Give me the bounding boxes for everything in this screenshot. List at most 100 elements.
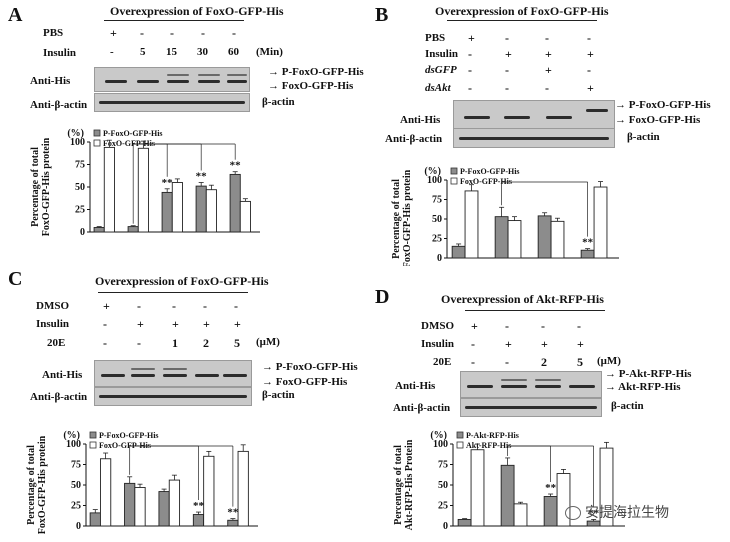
label-actin: β-actin <box>611 400 644 412</box>
bar <box>239 200 251 233</box>
significance-mark: ** <box>196 171 208 183</box>
panel-title: Overexpression of FoxO-GFP-His <box>95 274 269 288</box>
western-blot-his <box>94 67 250 92</box>
label-p-foxo: → P-FoxO-GFP-His <box>615 99 711 111</box>
row-label: PBS <box>425 32 446 44</box>
unit-label: (μM) <box>597 355 621 367</box>
wechat-icon <box>565 506 581 520</box>
bar <box>99 458 112 527</box>
y-axis-label: Percentage of total <box>30 147 41 227</box>
cond: - <box>541 319 545 333</box>
y-tick-label: 25 <box>432 234 442 245</box>
cond: - <box>471 337 475 351</box>
y-tick-label: 100 <box>427 175 442 186</box>
y-tick-label: 0 <box>80 227 85 238</box>
y-tick-label: 100 <box>70 137 85 148</box>
cond: 30 <box>197 46 208 58</box>
cond: + <box>545 47 552 61</box>
row-label: DMSO <box>421 320 454 332</box>
panel-b: B Overexpression of FoxO-GFP-His PBS Ins… <box>365 0 730 270</box>
bar <box>543 496 558 527</box>
bar <box>89 512 101 527</box>
bar <box>457 518 472 527</box>
y-axis-label: Akt-RFP-His Protein <box>404 439 415 530</box>
row-label: Insulin <box>36 318 70 330</box>
label-foxo: → FoxO-GFP-His <box>268 80 354 92</box>
bar <box>171 182 183 233</box>
bar <box>599 447 614 527</box>
panel-letter: B <box>375 4 389 26</box>
y-tick-label: 25 <box>75 205 85 216</box>
y-tick-label: 50 <box>71 480 81 491</box>
significance-mark: ** <box>193 500 205 512</box>
row-label: DMSO <box>36 300 69 312</box>
legend-swatch <box>93 139 101 147</box>
cond: + <box>505 337 512 351</box>
legend-label: FoxO-GFP-His <box>99 441 151 450</box>
cond: - <box>137 299 141 313</box>
y-axis-label: Percentage of total <box>26 445 37 525</box>
cond: - <box>103 317 107 331</box>
cond: - <box>137 336 141 350</box>
label-actin: β-actin <box>627 131 660 143</box>
cond: + <box>541 337 548 351</box>
bar <box>227 519 239 527</box>
legend-label: P-Akt-RFP-His <box>466 431 519 440</box>
y-tick-label: 0 <box>443 521 448 532</box>
cond: - <box>468 63 472 77</box>
western-blot-actin <box>460 398 602 417</box>
cond: - <box>203 299 207 313</box>
panel-title: Overexpression of FoxO-GFP-His <box>435 4 609 18</box>
cond: - <box>468 81 472 95</box>
bar <box>537 215 552 259</box>
y-axis-label: FoxO-GFP-His protein <box>402 169 413 266</box>
legend-swatch <box>450 177 458 185</box>
bar <box>237 450 249 527</box>
label-p-foxo: → P-FoxO-GFP-His <box>262 361 358 373</box>
legend-label: FoxO-GFP-His <box>460 177 512 186</box>
western-blot-actin <box>94 387 252 406</box>
bar <box>93 227 105 233</box>
y-tick-label: 50 <box>75 182 85 193</box>
bar <box>494 216 509 259</box>
y-tick-label: 25 <box>438 501 448 512</box>
cond: + <box>234 317 241 331</box>
label-akt: → Akt-RFP-His <box>605 381 681 393</box>
cond: - <box>471 355 475 369</box>
bar <box>593 186 608 259</box>
blot-label-his: Anti-His <box>400 114 441 126</box>
y-tick-label: 0 <box>437 253 442 264</box>
significance-mark: ** <box>230 160 242 172</box>
cond: - <box>577 319 581 333</box>
panel-d: D Overexpression of Akt-RFP-His DMSO Ins… <box>365 262 730 542</box>
bar <box>464 190 479 259</box>
legend-swatch <box>89 431 97 439</box>
y-axis-label: Percentage of total <box>391 179 402 259</box>
bar <box>513 503 528 527</box>
chart-a: Percentage of total FoxO-GFP-His protein (… <box>30 128 260 238</box>
row-label: Insulin <box>425 48 459 60</box>
cond: + <box>468 31 475 45</box>
row-label: dsGFP <box>425 64 457 76</box>
significance-mark: ** <box>545 482 557 494</box>
western-blot-his <box>94 360 252 387</box>
cond: - <box>587 63 591 77</box>
cond: - <box>232 26 236 40</box>
significance-mark: ** <box>582 237 594 249</box>
cond: - <box>587 31 591 45</box>
cond: - <box>505 319 509 333</box>
bar <box>550 220 565 259</box>
y-tick-label: 50 <box>438 480 448 491</box>
cond: 2 <box>541 355 547 369</box>
cond: - <box>505 355 509 369</box>
cond: - <box>468 47 472 61</box>
y-axis-label: FoxO-GFP-His protein <box>41 137 52 236</box>
y-tick-label: 0 <box>76 521 81 532</box>
bar <box>507 220 522 259</box>
significance-mark: ** <box>227 507 239 519</box>
panel-c: C Overexpression of FoxO-GFP-His DMSO In… <box>0 262 365 542</box>
label-foxo: → FoxO-GFP-His <box>615 114 701 126</box>
bar <box>470 449 485 527</box>
y-tick-label: 25 <box>71 501 81 512</box>
legend-label: Akt-RFP-His <box>466 441 511 450</box>
